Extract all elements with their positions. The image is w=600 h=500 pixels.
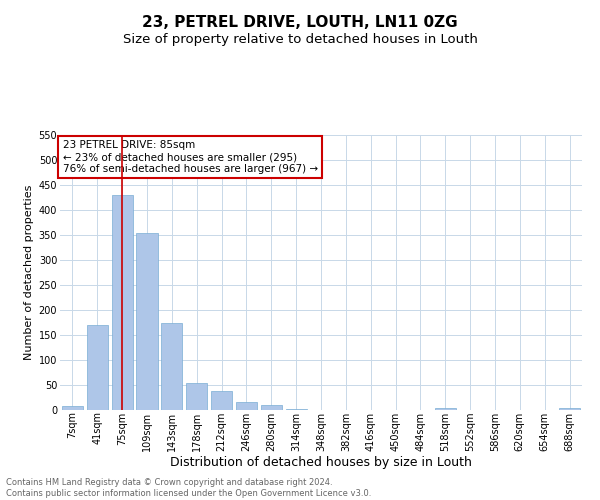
Bar (112, 195, 133, 410)
Bar (161, 322, 182, 410)
Bar (261, 405, 282, 410)
Text: Contains HM Land Registry data © Crown copyright and database right 2024.
Contai: Contains HM Land Registry data © Crown c… (6, 478, 371, 498)
Bar (136, 232, 158, 410)
Bar (87, 325, 108, 410)
Text: 23, PETREL DRIVE, LOUTH, LN11 0ZG: 23, PETREL DRIVE, LOUTH, LN11 0ZG (142, 15, 458, 30)
Bar (236, 402, 257, 410)
Bar (435, 408, 456, 410)
Bar (62, 406, 83, 410)
X-axis label: Distribution of detached houses by size in Louth: Distribution of detached houses by size … (170, 456, 472, 469)
Bar (186, 382, 207, 410)
Y-axis label: Number of detached properties: Number of detached properties (25, 185, 34, 360)
Bar (211, 391, 232, 410)
Text: Size of property relative to detached houses in Louth: Size of property relative to detached ho… (122, 32, 478, 46)
Bar (559, 408, 580, 410)
Bar (286, 408, 307, 410)
Text: 23 PETREL DRIVE: 85sqm
← 23% of detached houses are smaller (295)
76% of semi-de: 23 PETREL DRIVE: 85sqm ← 23% of detached… (62, 140, 318, 173)
